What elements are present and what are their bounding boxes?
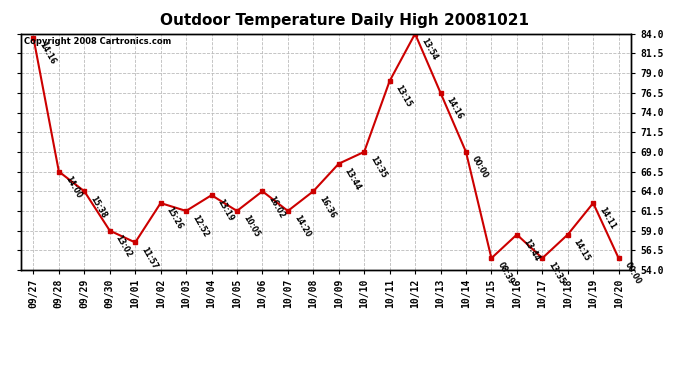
Text: Copyright 2008 Cartronics.com: Copyright 2008 Cartronics.com (23, 37, 171, 46)
Text: 00:00: 00:00 (623, 261, 642, 286)
Text: 13:35: 13:35 (368, 154, 388, 180)
Text: 14:11: 14:11 (598, 206, 618, 231)
Text: 13:44: 13:44 (343, 166, 363, 192)
Text: 13:35: 13:35 (546, 261, 566, 286)
Text: 13:15: 13:15 (394, 84, 413, 109)
Text: 15:26: 15:26 (165, 206, 185, 231)
Text: 14:15: 14:15 (572, 237, 592, 262)
Text: 00:00: 00:00 (470, 154, 490, 180)
Text: Outdoor Temperature Daily High 20081021: Outdoor Temperature Daily High 20081021 (161, 13, 529, 28)
Text: 13:02: 13:02 (114, 233, 134, 259)
Text: 10:05: 10:05 (241, 214, 261, 239)
Text: 15:38: 15:38 (88, 194, 108, 219)
Text: 13:54: 13:54 (420, 36, 439, 62)
Text: 14:00: 14:00 (63, 174, 83, 200)
Text: 13:19: 13:19 (216, 198, 235, 223)
Text: 08:39: 08:39 (495, 261, 515, 286)
Text: 16:36: 16:36 (317, 194, 337, 219)
Text: 11:57: 11:57 (139, 245, 159, 271)
Text: 14:16: 14:16 (444, 96, 464, 121)
Text: 12:52: 12:52 (190, 214, 210, 239)
Text: 14:20: 14:20 (292, 214, 312, 239)
Text: 13:44: 13:44 (521, 237, 541, 263)
Text: 16:02: 16:02 (266, 194, 286, 219)
Text: 14:16: 14:16 (37, 40, 57, 66)
